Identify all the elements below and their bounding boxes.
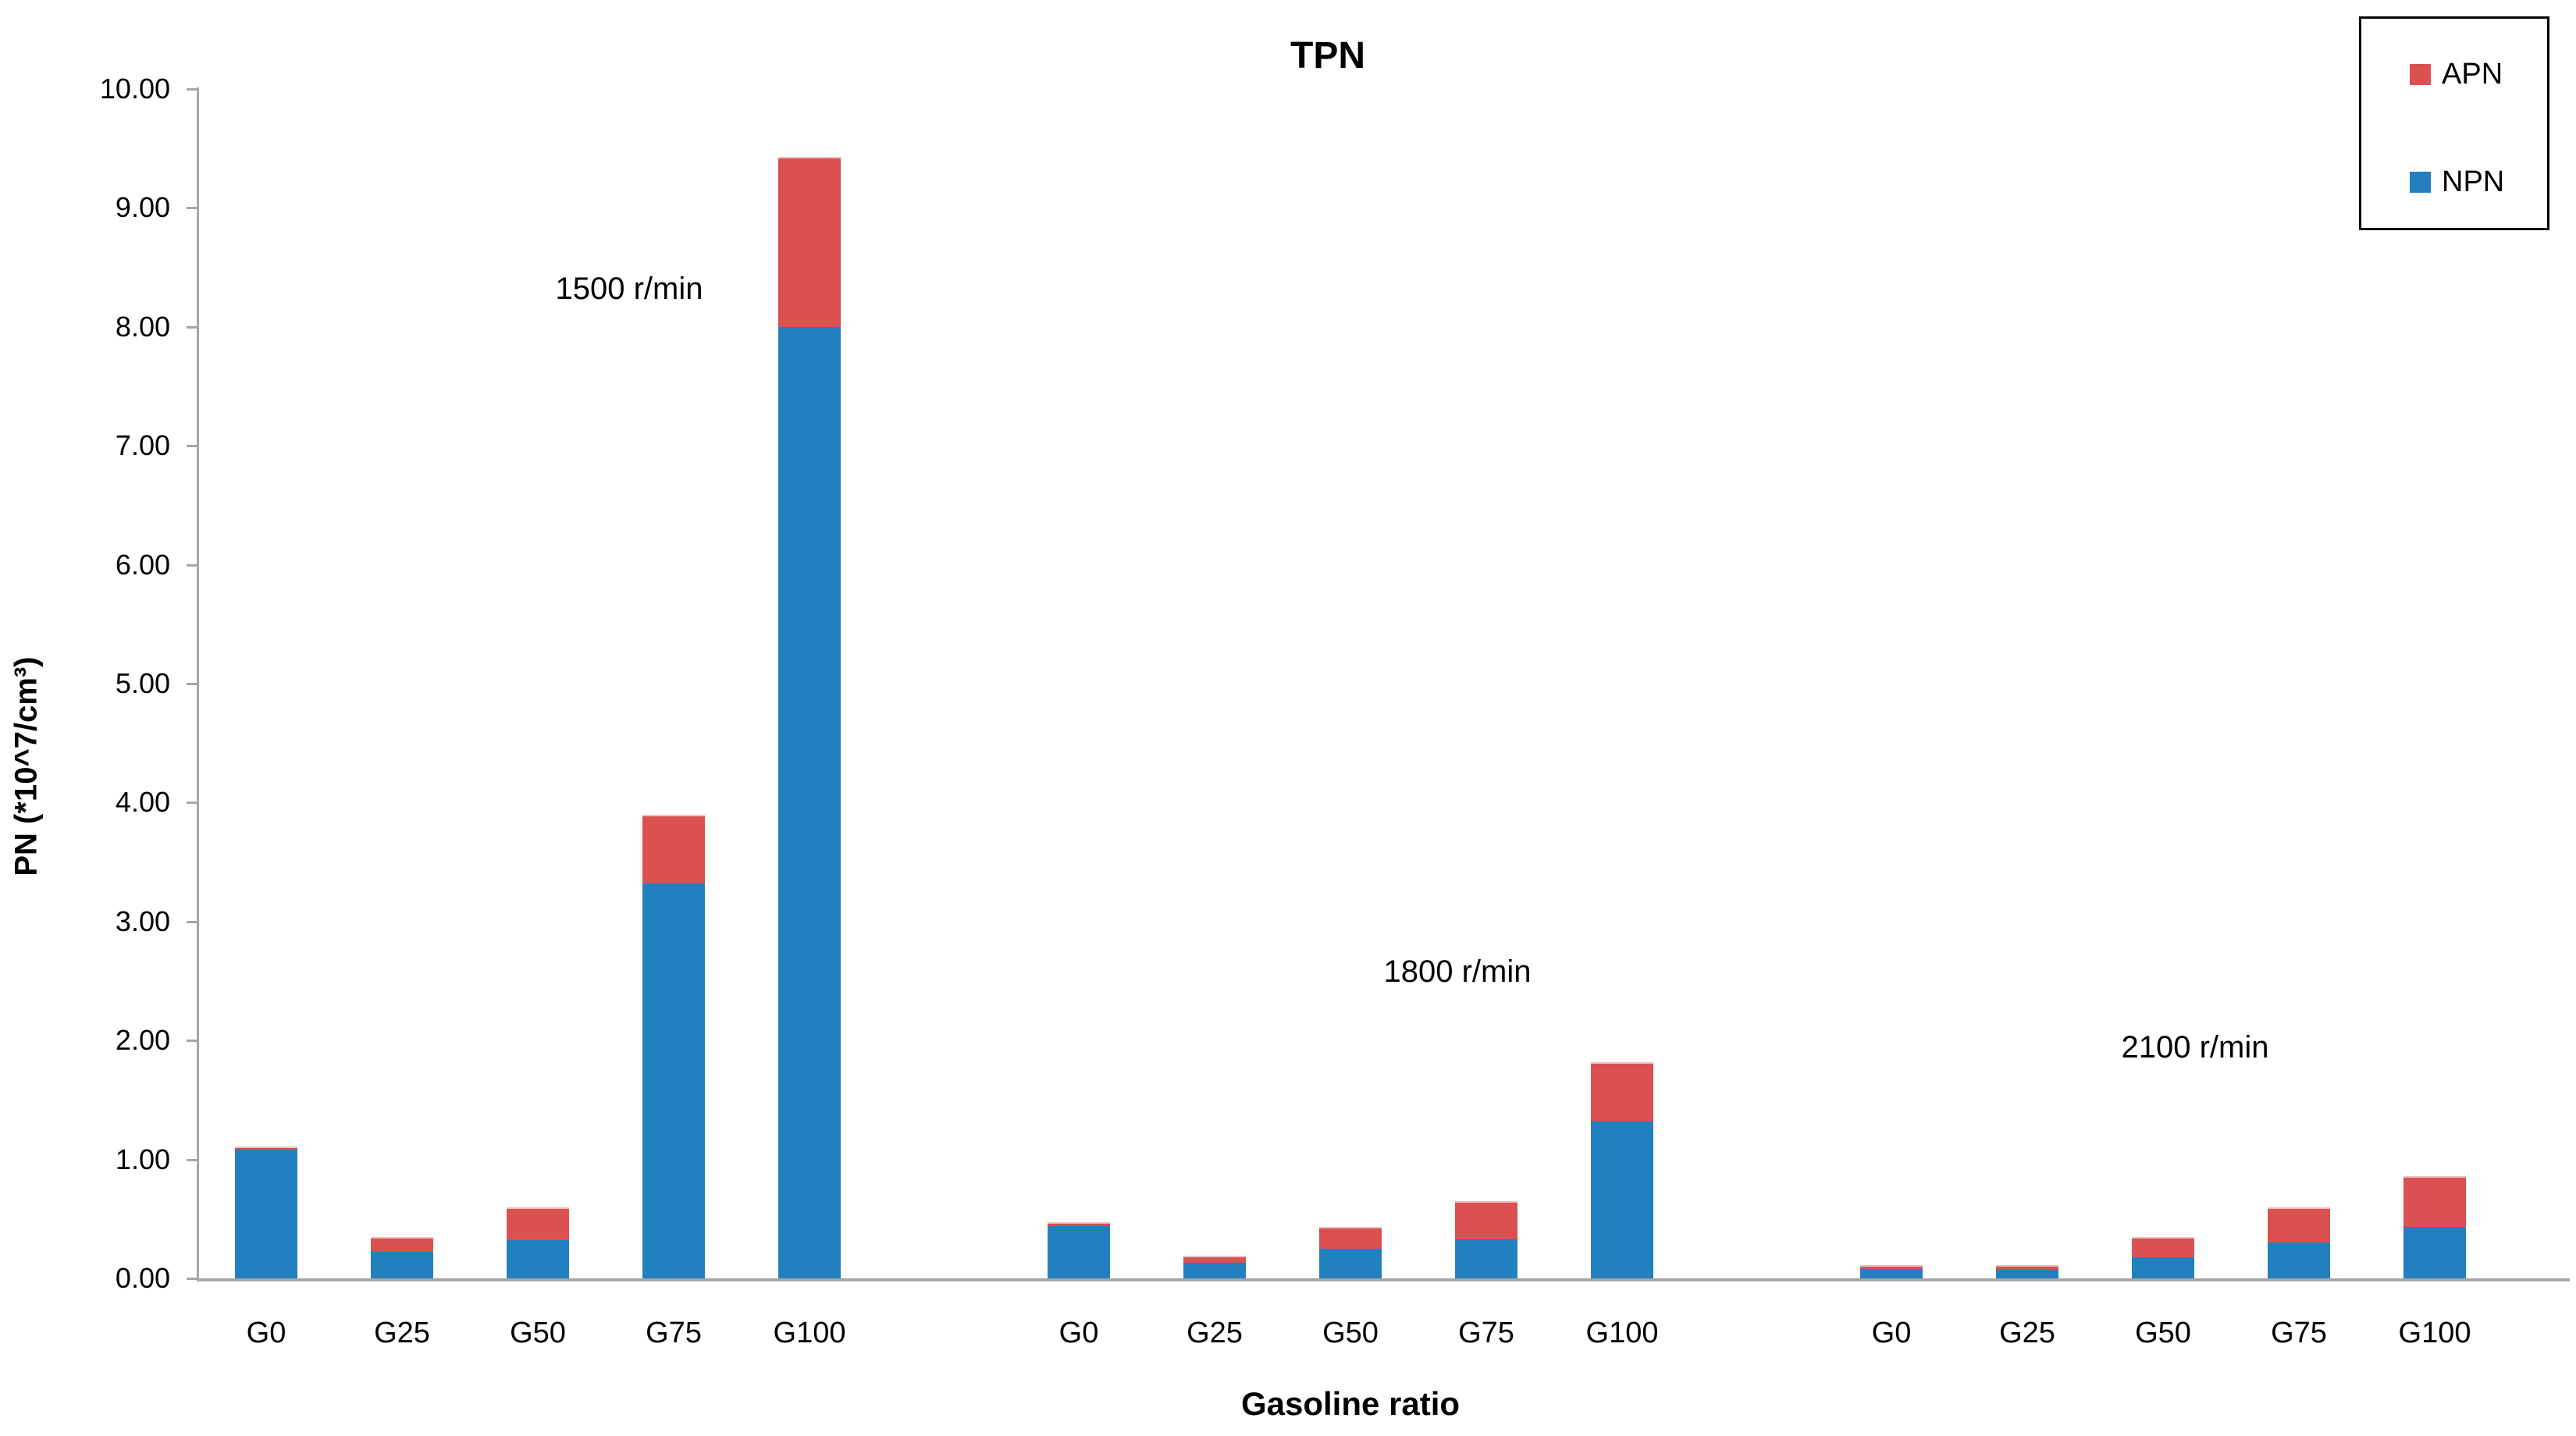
y-tick-mark	[187, 207, 199, 210]
bar-segment-npn	[1996, 1270, 2058, 1278]
bar-segment-npn	[507, 1240, 569, 1278]
x-category-label: G50	[1322, 1317, 1379, 1349]
bar-segment-apn	[642, 814, 705, 884]
bar-segment-apn	[371, 1236, 433, 1253]
y-tick-label: 7.00	[115, 429, 170, 462]
legend-entry-npn: NPN	[2410, 167, 2504, 197]
bar-segment-apn	[2403, 1175, 2466, 1228]
bar-segment-apn	[507, 1207, 569, 1241]
legend-label-apn: APN	[2442, 58, 2503, 91]
legend-entry-apn: APN	[2410, 59, 2503, 89]
bar-segment-npn	[235, 1150, 297, 1278]
y-tick-mark	[187, 802, 199, 805]
y-tick-mark	[187, 683, 199, 685]
bar-segment-apn	[1048, 1222, 1110, 1226]
x-category-label: G25	[1999, 1317, 2055, 1349]
x-category-label: G25	[374, 1317, 430, 1349]
bar-segment-npn	[1591, 1121, 1653, 1278]
bar-segment-npn	[2268, 1242, 2330, 1278]
bar-segment-npn	[1048, 1225, 1110, 1278]
x-category-label: G0	[1059, 1317, 1099, 1349]
x-category-label: G0	[246, 1317, 286, 1349]
bar-segment-apn	[778, 156, 841, 327]
x-category-label: G50	[510, 1317, 566, 1349]
group-annotation-label: 1500 r/min	[555, 272, 703, 306]
x-category-label: G100	[773, 1317, 846, 1349]
x-category-label: G75	[646, 1317, 702, 1349]
y-tick-mark	[187, 1158, 199, 1161]
x-category-label: G75	[2271, 1317, 2327, 1349]
bar-segment-npn	[642, 883, 705, 1278]
y-tick-label: 4.00	[115, 786, 170, 819]
x-axis-line	[197, 1278, 2570, 1281]
bar-segment-npn	[1319, 1248, 1382, 1278]
apn-swatch-icon	[2410, 63, 2431, 85]
chart-title: TPN	[1290, 35, 1365, 76]
bar-segment-apn	[2268, 1207, 2330, 1243]
group-annotation-label: 2100 r/min	[2121, 1030, 2269, 1065]
y-tick-label: 1.00	[115, 1143, 170, 1175]
bar-segment-npn	[1183, 1263, 1246, 1278]
y-tick-mark	[187, 1278, 199, 1280]
y-tick-label: 5.00	[115, 667, 170, 699]
x-category-label: G0	[1871, 1317, 1912, 1349]
y-tick-label: 9.00	[115, 191, 170, 224]
group-annotation-label: 1800 r/min	[1383, 954, 1532, 989]
y-tick-label: 0.00	[115, 1262, 170, 1294]
bar-segment-npn	[2132, 1256, 2194, 1278]
x-axis-title: Gasoline ratio	[1240, 1385, 1461, 1422]
bar-segment-apn	[2132, 1236, 2194, 1257]
bar-segment-apn	[235, 1146, 297, 1150]
bar-segment-apn	[1996, 1265, 2058, 1271]
legend: APN NPN	[2359, 16, 2549, 230]
x-category-label: G75	[1458, 1317, 1514, 1349]
y-tick-mark	[187, 920, 199, 923]
bar-segment-npn	[778, 326, 841, 1278]
y-tick-mark	[187, 563, 199, 567]
bar-segment-npn	[371, 1252, 433, 1278]
bar-segment-npn	[2403, 1227, 2466, 1278]
y-tick-mark	[187, 325, 199, 329]
x-category-label: G100	[2398, 1317, 2471, 1349]
y-tick-label: 3.00	[115, 905, 170, 937]
npn-swatch-icon	[2410, 171, 2431, 193]
x-category-label: G50	[2135, 1317, 2191, 1349]
y-tick-mark	[187, 88, 199, 91]
bar-segment-npn	[1455, 1239, 1517, 1278]
bar-segment-apn	[1455, 1200, 1517, 1239]
x-category-label: G25	[1187, 1317, 1243, 1349]
legend-label-npn: NPN	[2442, 165, 2505, 198]
bar-segment-apn	[1591, 1061, 1653, 1121]
bar-segment-apn	[1183, 1256, 1246, 1264]
y-tick-label: 10.00	[99, 73, 170, 105]
x-category-label: G100	[1585, 1317, 1659, 1349]
bar-segment-npn	[1860, 1268, 1923, 1278]
bar-segment-apn	[1319, 1227, 1382, 1249]
y-tick-mark	[187, 1040, 199, 1043]
y-tick-mark	[187, 445, 199, 448]
y-tick-label: 6.00	[115, 548, 170, 581]
bar-segment-apn	[1860, 1265, 1923, 1269]
y-tick-label: 8.00	[115, 310, 170, 343]
y-tick-label: 2.00	[115, 1024, 170, 1057]
